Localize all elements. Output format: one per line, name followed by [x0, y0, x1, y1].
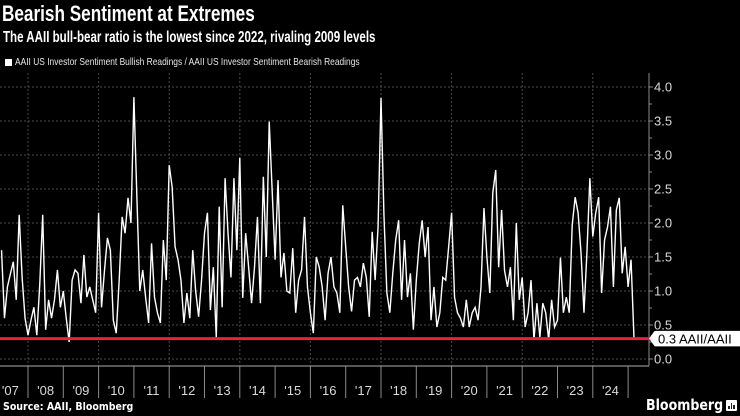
x-tick-label: '11 — [144, 383, 160, 398]
y-axis-ticks: 0.0 0.5 1.0 1.5 2.0 2.5 3.0 3.5 4.0 — [649, 80, 672, 367]
x-tick-label: '22 — [531, 383, 548, 398]
x-tick-label: '21 — [496, 383, 513, 398]
y-tick-label: 1.0 — [654, 284, 672, 299]
y-tick-label: 2.5 — [654, 182, 672, 197]
x-tick-label: '20 — [461, 383, 478, 398]
x-tick-label: '10 — [108, 383, 125, 398]
legend-label: AAII US Investor Sentiment Bullish Readi… — [15, 55, 360, 68]
x-tick-label: '12 — [178, 383, 195, 398]
x-tick-label: '24 — [602, 383, 619, 398]
chart-subtitle: The AAII bull-bear ratio is the lowest s… — [3, 29, 376, 46]
x-tick-label: '14 — [249, 383, 266, 398]
x-tick-label: '07 — [2, 383, 19, 398]
bloomberg-terminal-icon — [726, 400, 737, 411]
y-tick-label: 1.5 — [654, 250, 672, 265]
x-tick-label: '13 — [214, 383, 231, 398]
legend: AAII US Investor Sentiment Bullish Readi… — [5, 56, 446, 68]
x-tick-label: '19 — [425, 383, 442, 398]
y-tick-label: 3.0 — [654, 148, 672, 163]
x-axis-ticks: '07 '08 '09 '10 '11 '12 '13 '14 '15 '16 '17 '18 '19 '… — [2, 366, 629, 398]
y-tick-label: 0.0 — [654, 352, 672, 367]
brand-name: Bloomberg — [646, 396, 724, 414]
brand-logo: Bloomberg — [646, 398, 737, 413]
y-tick-label: 0.5 — [654, 318, 672, 333]
source-note: Source: AAII, Bloomberg — [3, 400, 134, 413]
gridlines — [0, 73, 649, 366]
reference-label: 0.3 AAII/AAII — [658, 332, 732, 347]
legend-swatch — [5, 58, 12, 66]
y-tick-label: 3.5 — [654, 114, 672, 129]
x-tick-label: '08 — [37, 383, 54, 398]
x-tick-label: '23 — [567, 383, 584, 398]
reference-label-box — [649, 330, 740, 347]
x-tick-label: '17 — [355, 383, 372, 398]
x-tick-label: '09 — [72, 383, 89, 398]
series-line — [0, 97, 635, 343]
x-tick-label: '15 — [284, 383, 301, 398]
y-tick-label: 2.0 — [654, 216, 672, 231]
x-tick-label: '18 — [390, 383, 407, 398]
x-tick-label: '16 — [320, 383, 337, 398]
chart-title: Bearish Sentiment at Extremes — [2, 1, 255, 26]
y-tick-label: 4.0 — [654, 80, 672, 95]
